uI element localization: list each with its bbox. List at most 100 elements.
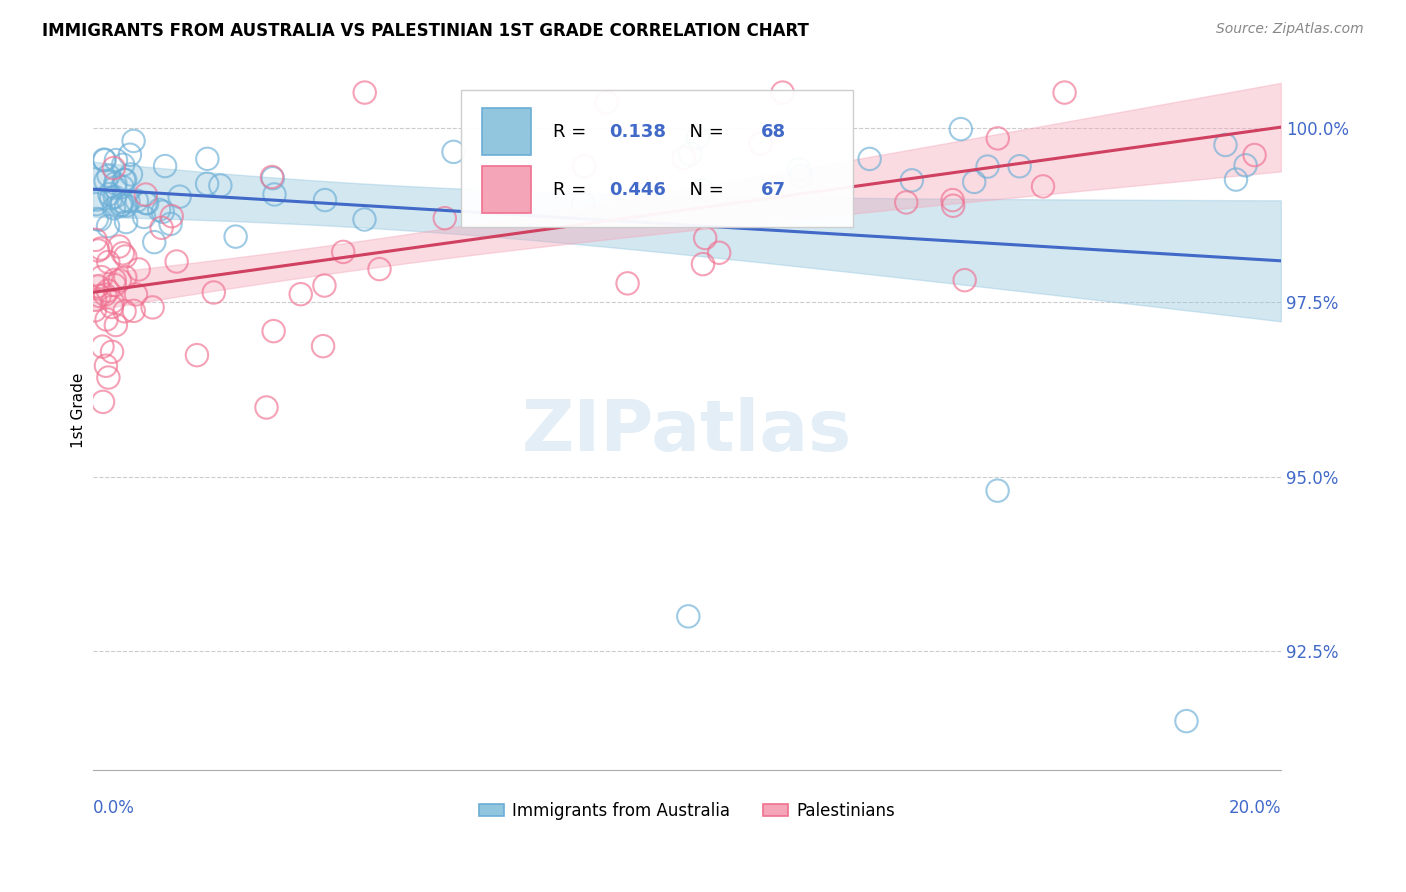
Point (263, 324, 285, 338)
Text: R =: R = (553, 123, 592, 141)
Point (1175, 714, 1198, 728)
Point (314, 278, 336, 293)
Point (91, 395, 114, 409)
Text: N =: N = (678, 180, 730, 199)
Point (150, 220, 173, 235)
Point (101, 300, 124, 314)
Point (87, 244, 110, 258)
Point (97, 370, 120, 384)
Point (142, 301, 165, 315)
Point (353, 86, 375, 100)
Point (122, 134, 145, 148)
FancyBboxPatch shape (461, 90, 853, 227)
Point (86, 211, 108, 226)
Point (772, 86, 794, 100)
Point (963, 175, 986, 189)
Point (672, 151, 695, 165)
Point (115, 215, 138, 229)
Point (1225, 172, 1247, 186)
Text: R =: R = (553, 180, 592, 199)
Point (125, 287, 148, 301)
Point (166, 254, 188, 268)
Point (104, 273, 127, 287)
Point (112, 158, 135, 172)
Point (186, 348, 208, 362)
Point (108, 239, 131, 253)
Point (692, 257, 714, 271)
Point (104, 278, 127, 293)
Point (94, 174, 117, 188)
Point (90, 242, 112, 256)
Point (136, 196, 159, 211)
Point (976, 160, 998, 174)
Point (901, 173, 924, 187)
Point (262, 171, 284, 186)
Point (115, 199, 138, 213)
Point (114, 304, 136, 318)
Point (949, 122, 972, 136)
Point (749, 136, 772, 151)
Point (104, 180, 127, 194)
Point (89, 212, 111, 227)
Point (103, 201, 125, 215)
Point (84, 293, 107, 307)
Point (953, 273, 976, 287)
Point (120, 167, 142, 181)
Text: Source: ZipAtlas.com: Source: ZipAtlas.com (1216, 22, 1364, 37)
Point (1053, 86, 1076, 100)
Point (616, 277, 638, 291)
Point (104, 176, 127, 190)
Point (202, 285, 225, 300)
Point (86, 197, 108, 211)
Point (86, 193, 108, 207)
Point (93, 153, 115, 167)
Point (103, 161, 125, 175)
Text: ZIPatlas: ZIPatlas (522, 398, 852, 467)
Point (114, 250, 136, 264)
Point (1234, 158, 1257, 172)
Y-axis label: 1st Grade: 1st Grade (72, 373, 86, 448)
Point (148, 202, 170, 217)
Point (112, 173, 135, 187)
Point (83, 172, 105, 186)
Point (987, 131, 1010, 145)
Text: N =: N = (678, 123, 730, 141)
Point (132, 210, 155, 224)
Text: 20.0%: 20.0% (1229, 798, 1281, 817)
Point (1243, 148, 1265, 162)
Text: 0.138: 0.138 (609, 123, 665, 141)
Point (108, 273, 131, 287)
Point (135, 187, 157, 202)
Point (111, 180, 134, 194)
Point (942, 193, 965, 207)
Point (195, 152, 218, 166)
Point (678, 609, 700, 624)
Point (101, 344, 124, 359)
Point (1215, 138, 1237, 153)
Point (707, 245, 730, 260)
Point (83, 303, 105, 318)
Point (97, 284, 120, 298)
Point (143, 235, 166, 249)
Point (118, 147, 141, 161)
Point (111, 198, 134, 212)
Point (128, 262, 150, 277)
Point (114, 270, 136, 285)
Point (125, 194, 148, 208)
FancyBboxPatch shape (482, 108, 531, 155)
Point (572, 196, 595, 211)
Point (117, 194, 139, 208)
Point (89, 289, 111, 303)
Point (896, 195, 918, 210)
Point (98, 187, 121, 202)
Point (114, 173, 136, 187)
Point (195, 177, 218, 191)
Point (225, 229, 247, 244)
Point (152, 204, 174, 219)
Point (110, 198, 132, 212)
Point (97, 219, 120, 233)
Point (256, 401, 278, 415)
Point (111, 194, 134, 209)
Point (94, 359, 117, 373)
Point (353, 212, 375, 227)
